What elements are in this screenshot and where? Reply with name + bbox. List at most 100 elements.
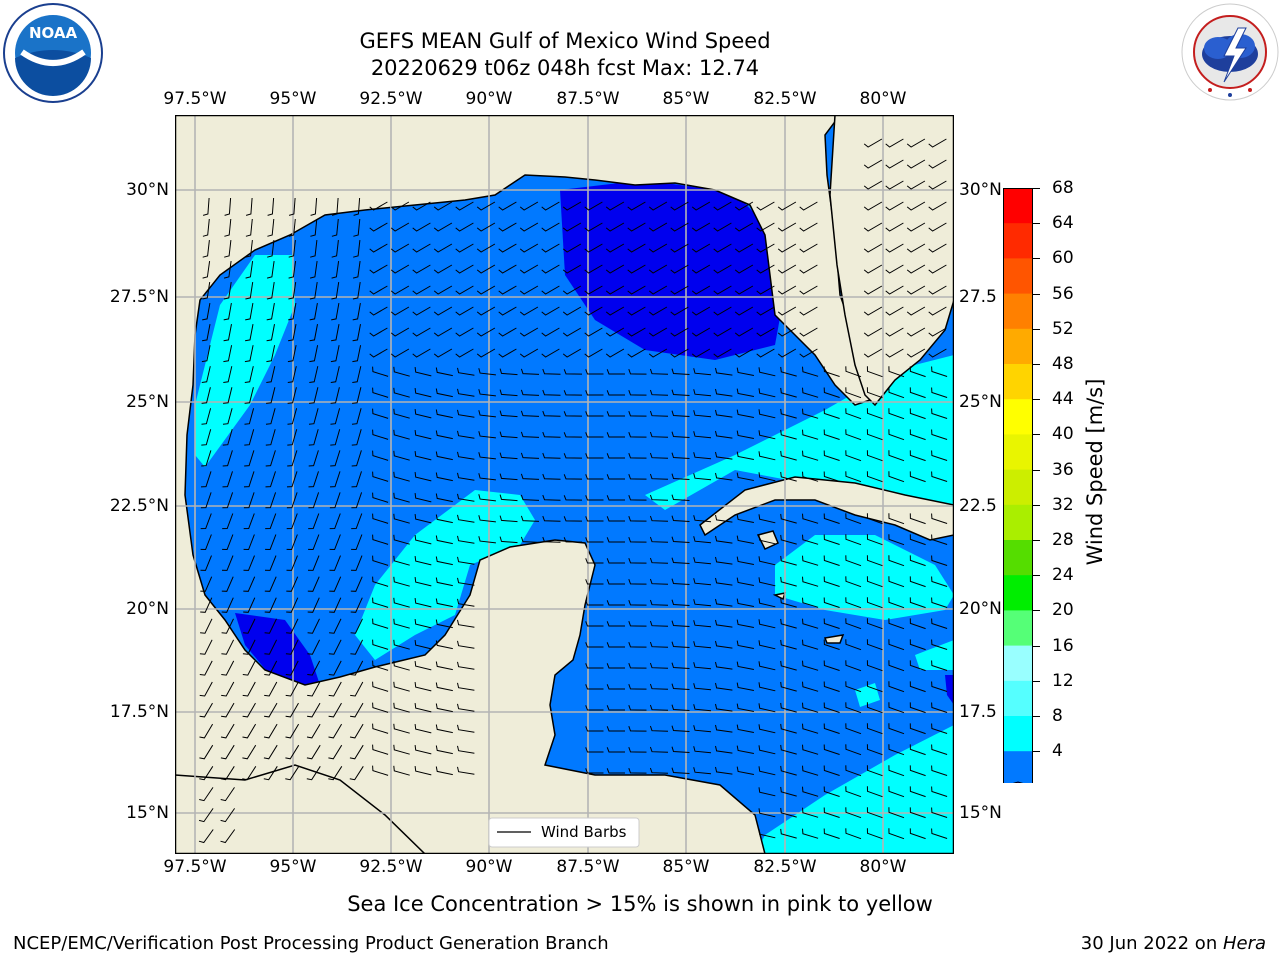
- wind-barb: [802, 576, 819, 587]
- wind-barb: [328, 766, 343, 781]
- wind-barb: [266, 366, 276, 383]
- wind-barb: [478, 515, 496, 523]
- wind-barb: [671, 662, 690, 669]
- wind-barb: [606, 453, 625, 459]
- wind-barb: [331, 197, 339, 216]
- wind-barb: [585, 369, 604, 375]
- colorbar-swatch: [1003, 223, 1033, 259]
- wind-barb: [267, 197, 275, 216]
- strong-region-yucatan-north: [355, 490, 535, 660]
- colorbar-tick-label: 28: [1052, 530, 1074, 550]
- wind-barb: [909, 660, 926, 672]
- wind-barb: [264, 639, 278, 655]
- wind-barb: [372, 387, 389, 398]
- wind-barb: [585, 642, 604, 648]
- wind-barb: [888, 597, 905, 609]
- wind-barb: [802, 744, 819, 755]
- wind-barb: [288, 303, 297, 321]
- wind-barb: [393, 576, 410, 587]
- wind-barb: [457, 514, 475, 523]
- colorbar-swatch: [1003, 751, 1033, 787]
- map-frame: [174, 114, 955, 855]
- wind-barb: [414, 451, 432, 461]
- wind-barb: [823, 786, 840, 797]
- wind-barb: [780, 387, 797, 398]
- wind-barb: [671, 368, 690, 375]
- wind-barb: [715, 577, 733, 586]
- wind-barb: [928, 264, 947, 274]
- wind-barb: [866, 828, 883, 840]
- wind-barb: [671, 410, 690, 417]
- wind-barb: [713, 285, 732, 295]
- wind-barb: [866, 450, 883, 462]
- wind-barb: [393, 618, 410, 629]
- wind-barb: [372, 471, 389, 482]
- wind-barb: [823, 450, 840, 461]
- wind-barb: [648, 222, 668, 232]
- wind-barb: [499, 515, 518, 523]
- wind-barb: [330, 345, 340, 363]
- wind-barb: [823, 828, 840, 839]
- wind-barb: [693, 578, 712, 586]
- wind-barb: [457, 598, 475, 607]
- wind-barb: [671, 536, 690, 543]
- lon-tick-top: 92.5°W: [359, 89, 423, 109]
- wind-barb: [823, 534, 840, 545]
- wind-barb: [244, 366, 254, 383]
- wind-barb: [931, 471, 948, 482]
- wind-barb: [414, 703, 432, 713]
- wind-barb: [802, 786, 819, 797]
- wind-barb: [691, 264, 711, 274]
- wind-barb: [310, 240, 318, 258]
- wind-barb: [649, 767, 669, 774]
- wind-barb: [628, 453, 647, 459]
- wind-barb: [758, 388, 776, 398]
- wind-barb: [245, 303, 254, 321]
- wind-barb: [199, 723, 214, 739]
- wind-barb: [328, 723, 343, 739]
- wind-barb: [435, 724, 453, 734]
- wind-barb: [372, 408, 389, 419]
- wind-barb: [457, 577, 475, 586]
- wind-barb: [435, 598, 453, 608]
- wind-barb: [691, 348, 711, 358]
- wind-barb: [888, 681, 905, 693]
- wind-barb: [242, 681, 256, 697]
- wind-barb: [265, 534, 277, 551]
- colorbar-tick-label: 12: [1052, 670, 1074, 691]
- wind-barb: [562, 348, 582, 358]
- wind-barb: [823, 660, 840, 671]
- wind-barb: [627, 306, 646, 316]
- wind-barb: [866, 618, 883, 630]
- wind-barb: [931, 450, 948, 461]
- wind-barb: [393, 723, 410, 734]
- colorbar-swatch: [1003, 293, 1033, 330]
- wind-barb: [435, 409, 453, 419]
- wind-barb: [845, 786, 862, 798]
- colorbar-tick-mark: [1033, 258, 1040, 260]
- wind-barb: [562, 327, 582, 337]
- wind-barb: [931, 639, 948, 650]
- lon-tick-bottom: 87.5°W: [556, 857, 620, 877]
- wind-barb: [585, 474, 604, 480]
- strong-region-caribbean-south: [755, 725, 954, 854]
- wind-barb: [563, 390, 583, 396]
- wind-barb: [736, 514, 754, 523]
- wind-barb: [845, 450, 862, 462]
- wind-barb: [845, 765, 862, 777]
- wind-barb: [414, 472, 432, 482]
- wind-barb: [435, 619, 453, 629]
- wind-barb: [435, 535, 453, 545]
- wind-barb: [823, 429, 840, 440]
- wind-barb: [758, 703, 776, 713]
- wind-barb: [353, 218, 361, 237]
- wind-barb: [350, 702, 364, 718]
- lon-tick-bottom: 82.5°W: [753, 857, 817, 877]
- wind-barb: [780, 429, 797, 440]
- wind-barb: [350, 576, 363, 592]
- colorbar-label-wrap: Wind Speed [m/s]: [960, 379, 1230, 566]
- wind-barb: [845, 618, 862, 630]
- wind-barb: [244, 345, 254, 363]
- wind-barb: [455, 306, 474, 316]
- wind-barb: [563, 369, 583, 375]
